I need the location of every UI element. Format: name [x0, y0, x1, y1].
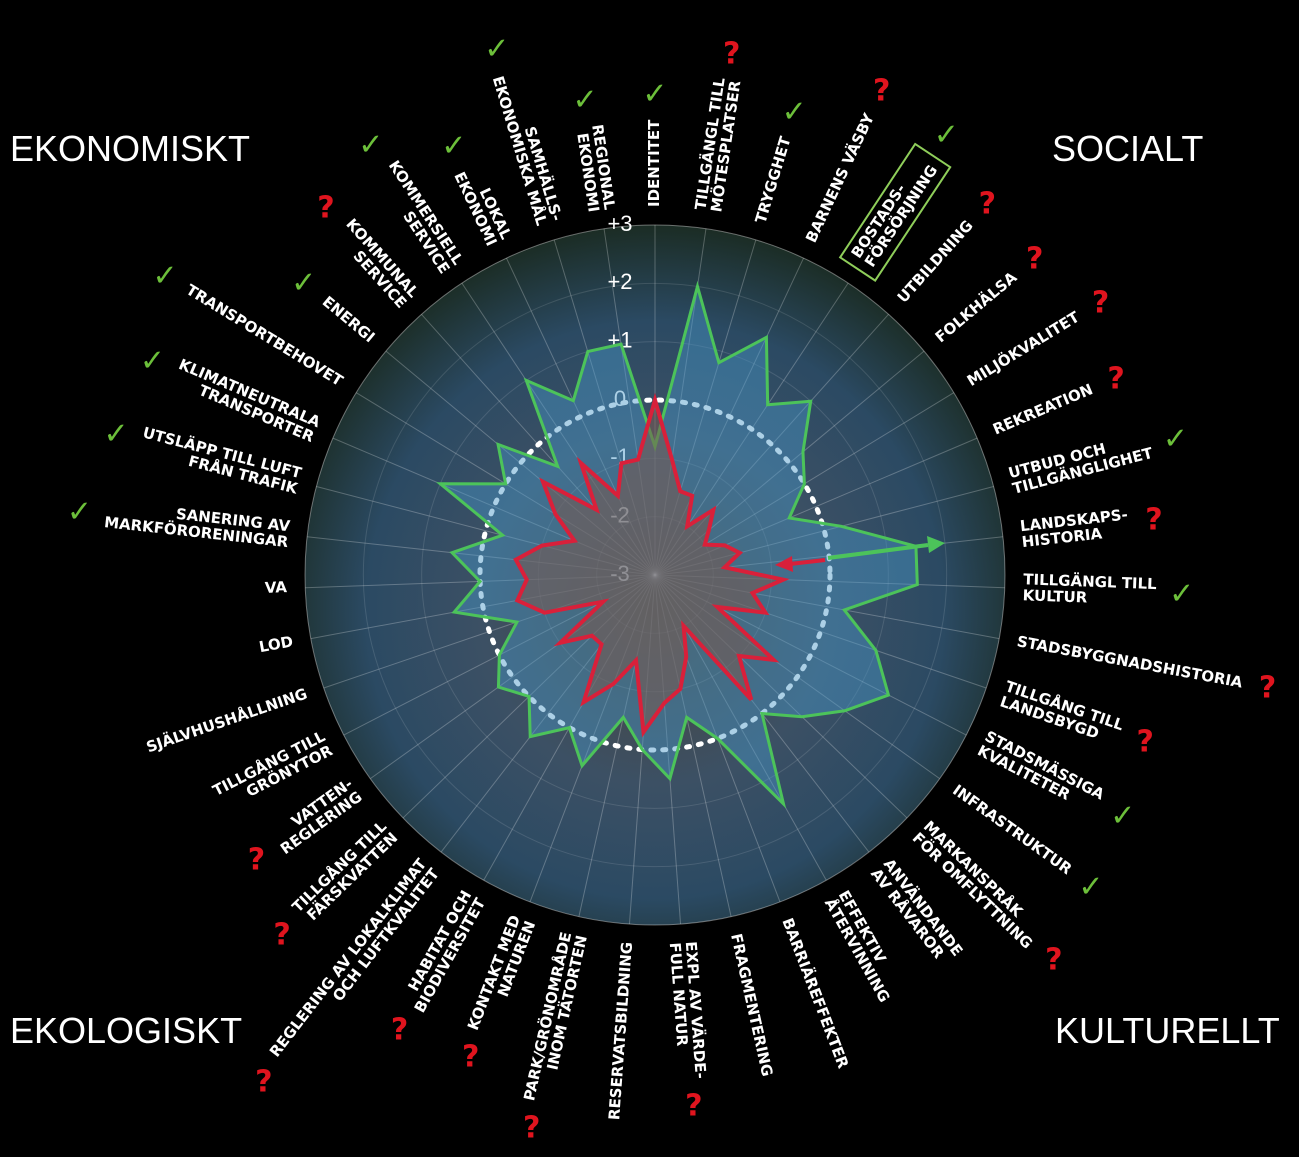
question-mark: ?	[1045, 942, 1062, 977]
question-mark: ?	[255, 1064, 272, 1099]
question-mark: ?	[723, 36, 740, 71]
question-mark: ?	[1137, 725, 1154, 760]
category-label: VA	[265, 581, 288, 598]
quadrant-title: KULTURELLT	[1055, 1010, 1280, 1052]
check-mark: ✓	[782, 95, 807, 130]
check-mark: ✓	[152, 258, 177, 293]
category-label: IDENTITET	[647, 120, 663, 207]
question-mark: ?	[462, 1039, 479, 1074]
question-mark: ?	[391, 1013, 408, 1048]
question-mark: ?	[1026, 242, 1043, 277]
question-mark: ?	[273, 917, 290, 952]
check-mark: ✓	[1078, 869, 1103, 904]
quadrant-title: SOCIALT	[1052, 128, 1203, 170]
quadrant-title: EKOLOGISKT	[10, 1010, 242, 1052]
page: +3+2+10-1-2-3 EKONOMISKT SOCIALT EKOLOGI…	[0, 0, 1299, 1157]
check-mark: ✓	[441, 128, 466, 163]
question-mark: ?	[1145, 503, 1162, 538]
check-mark: ✓	[1163, 421, 1188, 456]
question-mark: ?	[1259, 671, 1276, 706]
question-mark: ?	[1107, 362, 1124, 397]
question-mark: ?	[979, 187, 996, 222]
quadrant-title: EKONOMISKT	[10, 128, 250, 170]
question-mark: ?	[523, 1111, 540, 1146]
question-mark: ?	[1092, 286, 1109, 321]
r-tick-label: +3	[607, 211, 632, 236]
question-mark: ?	[317, 190, 334, 225]
question-mark: ?	[873, 74, 890, 109]
r-tick-label: +2	[607, 269, 632, 294]
check-mark: ✓	[642, 77, 667, 112]
check-mark: ✓	[1110, 798, 1135, 833]
check-mark: ✓	[358, 128, 383, 163]
category-label: TILLGÄNGL TILL KULTUR	[1022, 573, 1156, 609]
check-mark: ✓	[484, 32, 509, 67]
check-mark: ✓	[934, 117, 959, 152]
check-mark: ✓	[1169, 577, 1194, 612]
check-mark: ✓	[67, 494, 92, 529]
check-mark: ✓	[291, 265, 316, 300]
question-mark: ?	[685, 1088, 702, 1123]
check-mark: ✓	[140, 344, 165, 379]
check-mark: ✓	[573, 83, 598, 118]
question-mark: ?	[248, 843, 265, 878]
check-mark: ✓	[104, 417, 129, 452]
